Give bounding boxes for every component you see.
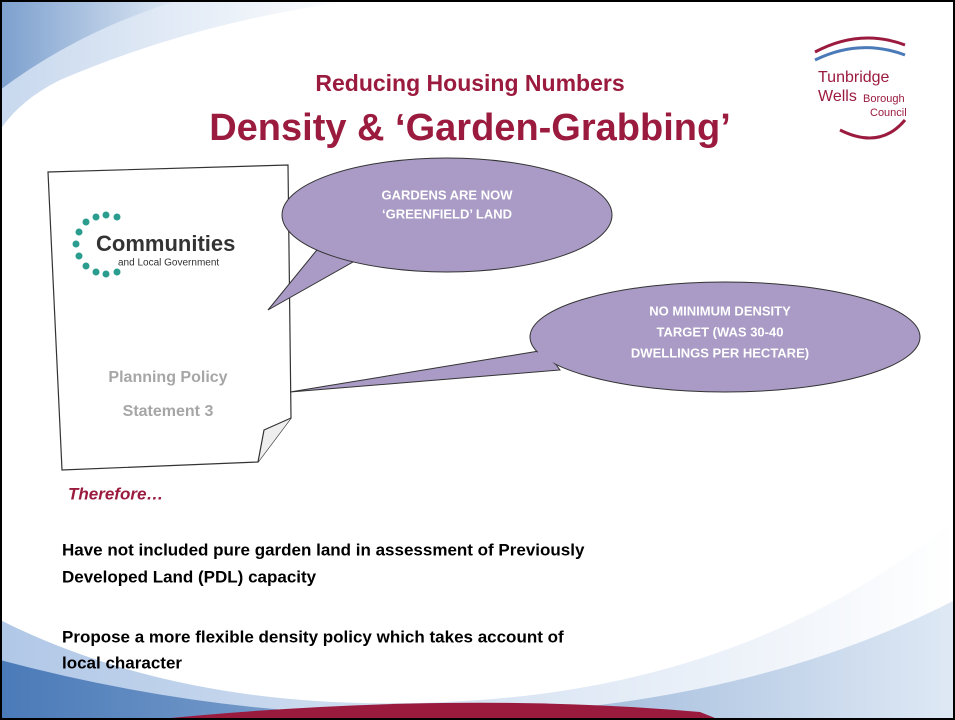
- callout-text: GARDENS ARE NOW: [382, 187, 514, 202]
- document-title: Planning Policy: [108, 369, 227, 386]
- logo-text: Council: [870, 107, 907, 119]
- point: Propose a more flexible density policy w…: [62, 627, 564, 646]
- callout-text: ‘GREENFIELD’ LAND: [382, 206, 512, 221]
- point: local character: [62, 653, 182, 672]
- logo-name: Communities: [96, 231, 235, 256]
- callout-text: NO MINIMUM DENSITY: [649, 303, 791, 318]
- logo-tagline: and Local Government: [118, 258, 219, 269]
- subtitle: Reducing Housing Numbers: [315, 70, 624, 96]
- slide: Reducing Housing Numbers Density & ‘Gard…: [0, 0, 955, 720]
- logo-text: Tunbridge: [818, 69, 890, 86]
- logo-text: Wells: [818, 88, 857, 105]
- point: Have not included pure garden land in as…: [62, 540, 585, 559]
- callout-text: DWELLINGS PER HECTARE): [631, 345, 809, 360]
- logo-text: Borough: [863, 93, 905, 105]
- document-title: Statement 3: [123, 403, 214, 420]
- therefore: Therefore…: [68, 484, 163, 503]
- title: Density & ‘Garden-Grabbing’: [209, 107, 731, 149]
- callout-text: TARGET (WAS 30-40: [657, 324, 784, 339]
- document-card: [48, 165, 291, 470]
- point: Developed Land (PDL) capacity: [62, 567, 317, 586]
